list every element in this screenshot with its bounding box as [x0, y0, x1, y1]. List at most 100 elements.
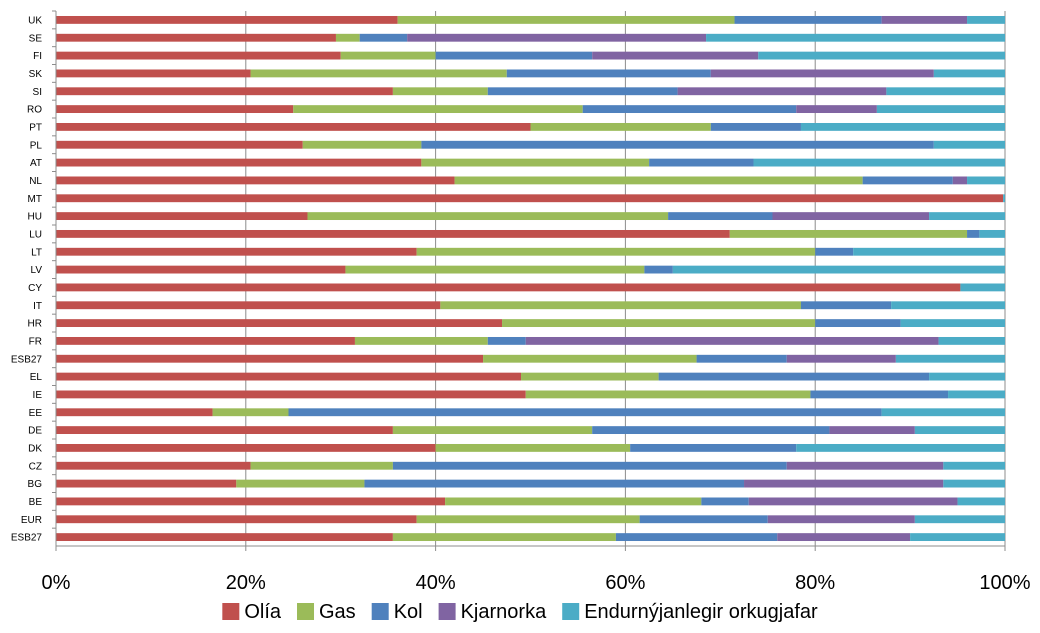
bar-segment: [56, 194, 1004, 203]
category-label: HR: [28, 319, 42, 330]
bar-segment: [359, 33, 408, 42]
category-label: EUR: [21, 515, 42, 526]
bar-segment: [56, 354, 484, 363]
bar-segment: [948, 390, 1005, 399]
bar-segment: [967, 229, 980, 238]
bar-segment: [881, 15, 968, 24]
bar-segment: [56, 515, 417, 524]
bar-segment: [345, 265, 645, 274]
category-label: ESB27: [11, 354, 43, 365]
bar-segment: [1003, 194, 1005, 203]
bar-segment: [502, 319, 816, 328]
bar-segment: [729, 229, 968, 238]
bar-segment: [487, 87, 678, 96]
category-label: LV: [31, 265, 43, 276]
category-label: CY: [28, 283, 42, 294]
bar-segment: [810, 390, 949, 399]
bar-segment: [487, 336, 526, 345]
bar-segment: [943, 479, 1005, 488]
bar-segment: [933, 69, 1005, 78]
bar-segment: [886, 87, 1005, 96]
bar-segment: [701, 497, 749, 506]
bar-segment: [525, 336, 939, 345]
bar-segment: [967, 15, 1005, 24]
bar-segment: [56, 229, 730, 238]
bar-segment: [582, 105, 797, 114]
bar-segment: [744, 479, 944, 488]
bar-segment: [392, 461, 787, 470]
category-label: CZ: [29, 461, 42, 472]
category-label: NL: [29, 176, 42, 187]
bar-segment: [56, 87, 393, 96]
category-label: IT: [33, 301, 42, 312]
bar-segment: [56, 372, 522, 381]
bar-segment: [56, 390, 526, 399]
category-label: UK: [28, 15, 42, 26]
bar-segment: [56, 15, 398, 24]
bar-segment: [302, 140, 422, 149]
legend-label: Kjarnorka: [461, 601, 547, 623]
category-label: IE: [33, 390, 43, 401]
bar-segment: [644, 265, 673, 274]
bar-segment: [772, 212, 930, 221]
legend-swatch: [562, 603, 580, 620]
bar-segment: [56, 426, 393, 435]
bar-segment: [748, 497, 958, 506]
bar-segment: [710, 69, 934, 78]
bar-segment: [800, 301, 892, 310]
bar-segment: [943, 461, 1005, 470]
bar-segment: [435, 443, 631, 452]
x-tick-label: 80%: [795, 572, 835, 594]
bar-segment: [354, 336, 488, 345]
bar-segment: [56, 301, 441, 310]
x-tick-label: 100%: [979, 572, 1030, 594]
bar-segment: [786, 354, 896, 363]
bar-segment: [56, 497, 446, 506]
x-tick-label: 20%: [226, 572, 266, 594]
bar-segment: [891, 301, 1005, 310]
legend-label: Gas: [319, 601, 356, 623]
bar-segment: [672, 265, 1005, 274]
bar-segment: [829, 426, 915, 435]
legend-swatch: [297, 603, 315, 620]
bar-segment: [340, 51, 436, 60]
x-tick-labels: 0% 20% 40% 60% 80% 100%: [42, 572, 1031, 594]
bar-segment: [335, 33, 360, 42]
bar-segment: [800, 122, 1005, 131]
bar-segment: [592, 426, 830, 435]
category-labels: UK SE FI SK SI RO PT PL AT NL MT HU LU LT LV CY IT HR FR ES…: [11, 15, 43, 543]
category-label: LU: [29, 229, 42, 240]
legend-swatch: [371, 603, 389, 620]
category-label: BG: [28, 479, 43, 490]
bar-segment: [435, 51, 593, 60]
category-label: AT: [30, 158, 42, 169]
bar-segment: [895, 354, 1005, 363]
bar-segment: [506, 69, 711, 78]
legend: Olía Gas Kol Kjarnorka Endurnýjanlegir orkug…: [222, 601, 818, 623]
bars: [56, 15, 1005, 542]
bar-segment: [786, 461, 944, 470]
bar-segment: [734, 15, 882, 24]
bar-segment: [933, 140, 1005, 149]
bar-segment: [957, 497, 1005, 506]
bar-segment: [56, 105, 294, 114]
bar-segment: [293, 105, 583, 114]
bar-segment: [815, 247, 854, 256]
x-tick-label: 40%: [416, 572, 456, 594]
category-label: HU: [28, 212, 42, 223]
bar-segment: [914, 515, 1005, 524]
bar-segment: [876, 105, 1005, 114]
bar-segment: [56, 479, 237, 488]
category-label: SI: [33, 87, 42, 98]
bar-segment: [421, 158, 650, 167]
category-label: FI: [33, 51, 42, 62]
x-tick-label: 60%: [605, 572, 645, 594]
x-tick-label: 0%: [42, 572, 71, 594]
category-label: FR: [29, 336, 42, 347]
bar-segment: [815, 319, 901, 328]
category-label: MT: [28, 194, 42, 205]
bar-segment: [777, 533, 911, 542]
bar-segment: [445, 497, 702, 506]
